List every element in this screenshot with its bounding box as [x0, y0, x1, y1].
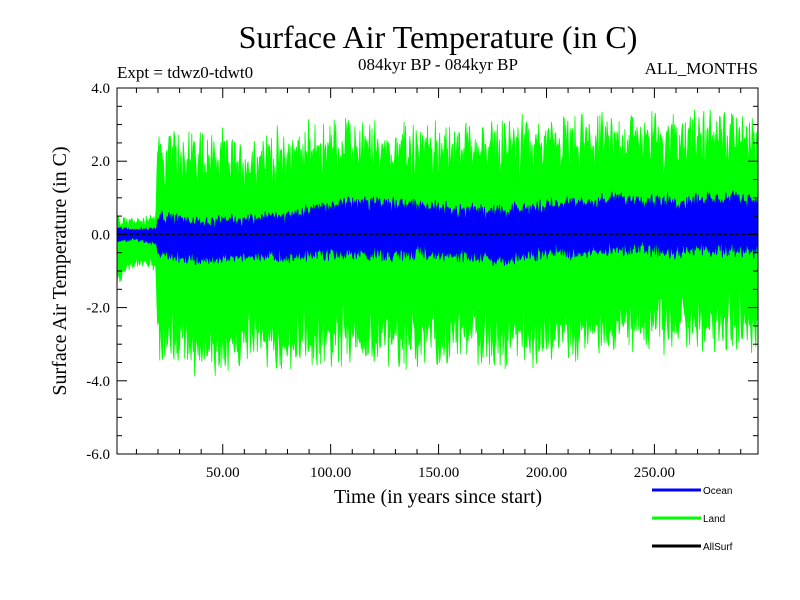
chart-subtitle-center: 084kyr BP - 084kyr BP [358, 55, 518, 74]
chart-subtitle-right: ALL_MONTHS [645, 59, 758, 78]
x-tick-label: 50.00 [206, 465, 240, 481]
legend-label-land: Land [703, 514, 725, 525]
legend: Ocean Land AllSurf [652, 486, 733, 553]
y-tick-label: -2.0 [86, 301, 110, 317]
axis-layer: 50.00 100.00 150.00 200.00 250.00 -6.0 -4.0 -2.… [86, 81, 758, 481]
x-tick-label: 200.00 [526, 465, 567, 481]
legend-label-allsurf: AllSurf [703, 542, 733, 553]
x-axis-label: Time (in years since start) [334, 486, 542, 508]
chart-title: Surface Air Temperature (in C) [239, 19, 638, 55]
x-tick-label: 100.00 [310, 465, 351, 481]
y-tick-label: -4.0 [86, 374, 110, 390]
y-tick-label: 4.0 [91, 81, 110, 97]
series-ocean-envelope [117, 190, 758, 267]
legend-label-ocean: Ocean [703, 486, 732, 497]
x-tick-label: 250.00 [634, 465, 675, 481]
plot-series-group [117, 109, 758, 377]
x-tick-label: 150.00 [418, 465, 459, 481]
y-axis-label: Surface Air Temperature (in C) [49, 146, 71, 395]
y-tick-label: -6.0 [86, 447, 110, 463]
chart-subtitle-left: Expt = tdwz0-tdwt0 [117, 63, 253, 82]
y-tick-label: 0.0 [91, 227, 110, 243]
series-layer [117, 109, 758, 377]
y-tick-label: 2.0 [91, 154, 110, 170]
